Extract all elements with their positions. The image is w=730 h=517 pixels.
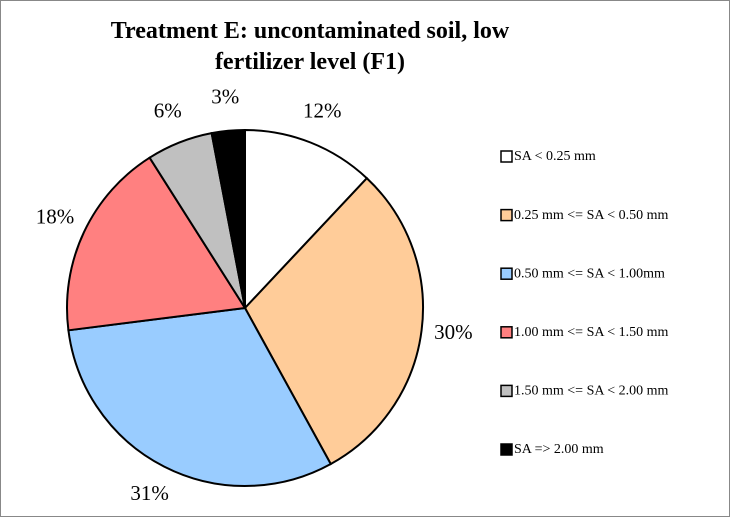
data-label: 6% (154, 99, 182, 123)
legend-swatch (500, 150, 513, 163)
legend-swatch (500, 443, 513, 456)
data-label: 18% (36, 204, 75, 228)
pie-slice (243, 176, 424, 466)
legend-label: SA < 0.25 mm (514, 149, 596, 164)
legend-swatch (500, 208, 513, 222)
legend-label: SA => 2.00 mm (514, 442, 604, 457)
legend-label: 0.50 mm <= SA < 1.00mm (514, 266, 665, 281)
pie-slice (244, 128, 369, 311)
data-label: 30% (434, 320, 473, 344)
legend-label: 0.25 mm <= SA < 0.50 mm (514, 208, 668, 223)
legend-label: 1.00 mm <= SA < 1.50 mm (514, 325, 668, 340)
legend-swatch (500, 384, 513, 398)
data-label: 3% (211, 85, 239, 109)
data-label: 12% (303, 99, 342, 123)
legend-label: 1.50 mm <= SA < 2.00 mm (514, 384, 668, 399)
pie-slice (67, 306, 333, 487)
pie-slice (66, 156, 247, 332)
chart-title: Treatment E: uncontaminated soil, low fe… (110, 18, 510, 75)
pie-slice (210, 128, 246, 309)
legend-swatch (500, 326, 513, 339)
legend-swatch (500, 267, 513, 280)
data-label: 31% (130, 481, 169, 505)
